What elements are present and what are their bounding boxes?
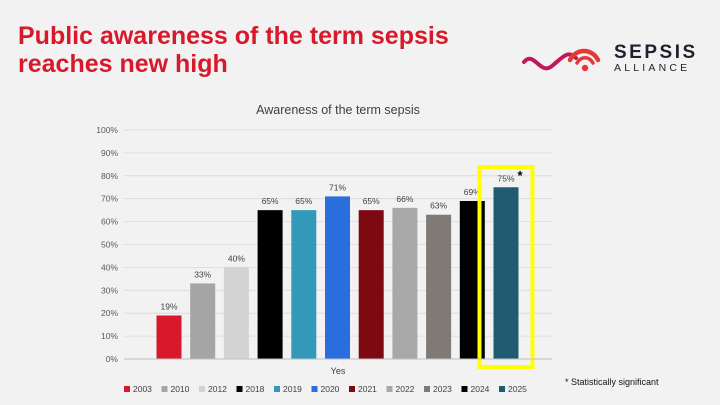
bar-2018: [257, 210, 283, 359]
y-tick-label: 70%: [101, 194, 118, 204]
data-label-2021: 65%: [363, 196, 380, 206]
y-tick-label: 20%: [101, 308, 118, 318]
footnote: * Statistically significant: [565, 377, 659, 387]
bar-2010: [190, 283, 216, 359]
legend-label-2019: 2019: [283, 384, 302, 394]
legend-label-2021: 2021: [358, 384, 377, 394]
legend-swatch-2025: [499, 386, 505, 392]
y-tick-label: 100%: [96, 125, 118, 135]
y-tick-label: 10%: [101, 331, 118, 341]
data-label-2018: 65%: [262, 196, 279, 206]
data-label-2019: 65%: [295, 196, 312, 206]
slide-headline: Public awareness of the term sepsis reac…: [18, 22, 518, 78]
legend-label-2020: 2020: [321, 384, 340, 394]
logo-wordmark: SEPSIS: [614, 42, 698, 63]
y-tick-label: 90%: [101, 148, 118, 158]
legend-label-2018: 2018: [246, 384, 265, 394]
y-tick-label: 80%: [101, 171, 118, 181]
y-tick-label: 40%: [101, 262, 118, 272]
y-tick-label: 50%: [101, 240, 118, 250]
legend-label-2023: 2023: [433, 384, 452, 394]
legend-label-2024: 2024: [471, 384, 490, 394]
legend-swatch-2022: [386, 386, 393, 392]
legend-swatch-2024: [461, 386, 468, 392]
y-tick-label: 30%: [101, 285, 118, 295]
bar-2023: [426, 214, 452, 359]
y-tick-label: 60%: [101, 217, 118, 227]
bar-2025: [493, 187, 519, 359]
legend-swatch-2018: [236, 386, 243, 392]
x-axis-label: Yes: [331, 366, 346, 376]
bar-2021: [358, 210, 384, 359]
data-label-2010: 33%: [194, 269, 211, 279]
bar-2003: [156, 315, 182, 359]
headline-line-1: Public awareness of the term sepsis: [18, 22, 449, 50]
logo-subtitle: ALLIANCE: [614, 62, 691, 74]
significance-marker: *: [517, 168, 523, 183]
data-label-2022: 66%: [396, 194, 413, 204]
legend-swatch-2003: [124, 386, 130, 392]
sepsis-alliance-logo-icon: [522, 48, 601, 72]
legend-swatch-2021: [349, 386, 355, 392]
data-label-2012: 40%: [228, 253, 245, 263]
legend-swatch-2020: [311, 386, 318, 392]
data-label-2024: 69%: [464, 187, 481, 197]
legend-swatch-2012: [199, 386, 205, 392]
legend-label-2010: 2010: [171, 384, 190, 394]
legend-swatch-2019: [274, 386, 280, 392]
data-label-2023: 63%: [430, 201, 447, 211]
legend-label-2012: 2012: [208, 384, 227, 394]
bar-2012: [223, 267, 249, 359]
highlight-box: [477, 165, 535, 369]
legend-label-2003: 2003: [133, 384, 152, 394]
legend-label-2022: 2022: [396, 384, 415, 394]
data-label-2003: 19%: [160, 301, 177, 311]
legend-swatch-2023: [424, 386, 430, 392]
legend-swatch-2010: [161, 386, 168, 392]
legend-label-2025: 2025: [508, 384, 527, 394]
bar-2020: [325, 196, 350, 359]
data-label-2020: 71%: [329, 182, 346, 192]
headline-line-2: reaches new high: [18, 50, 228, 78]
chart-title: Awareness of the term sepsis: [256, 103, 420, 117]
data-label-2025: 75%: [497, 173, 514, 183]
bar-2019: [291, 210, 317, 359]
bar-2022: [392, 207, 418, 359]
y-tick-label: 0%: [106, 354, 119, 364]
